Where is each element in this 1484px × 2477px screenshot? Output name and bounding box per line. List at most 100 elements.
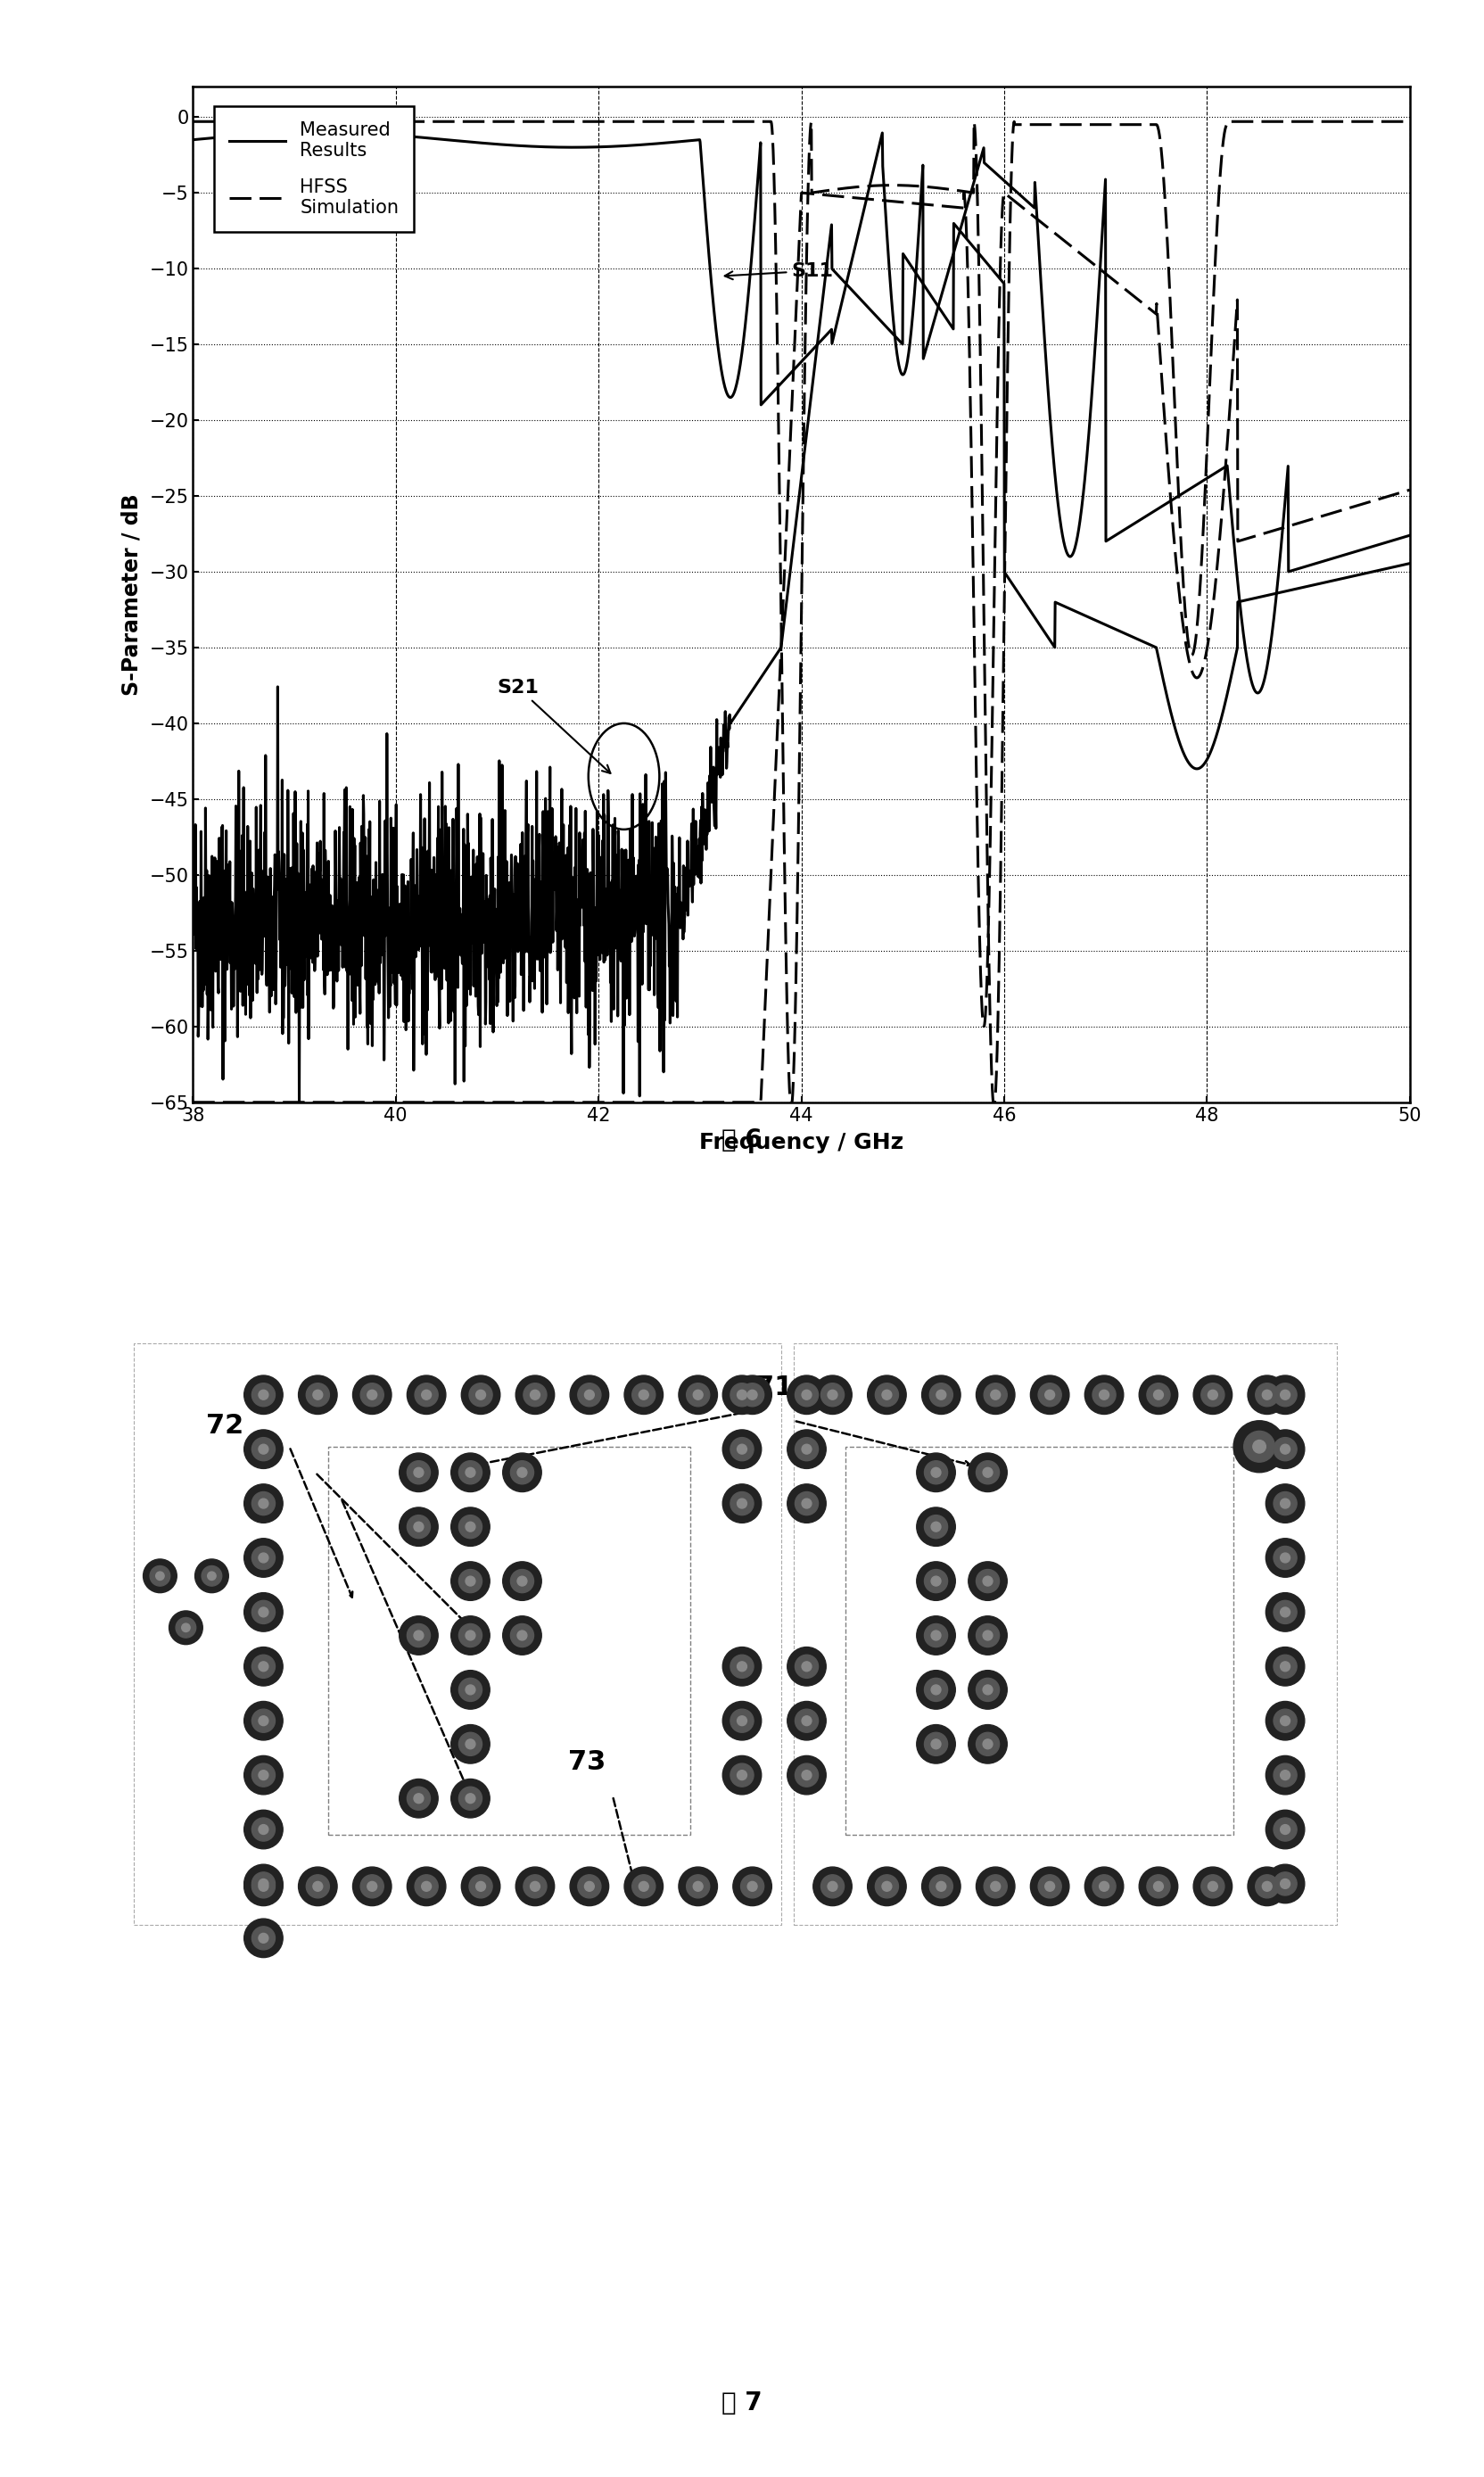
Circle shape xyxy=(741,1875,764,1897)
Circle shape xyxy=(459,1625,482,1647)
Circle shape xyxy=(451,1561,490,1600)
Circle shape xyxy=(738,1717,746,1726)
Circle shape xyxy=(625,1868,663,1905)
Circle shape xyxy=(451,1615,490,1655)
Circle shape xyxy=(577,1875,601,1897)
Circle shape xyxy=(1281,1390,1290,1400)
Circle shape xyxy=(1266,1538,1304,1578)
Circle shape xyxy=(459,1570,482,1593)
Circle shape xyxy=(1045,1883,1055,1892)
Circle shape xyxy=(476,1390,485,1400)
Circle shape xyxy=(459,1731,482,1756)
Circle shape xyxy=(407,1625,430,1647)
Circle shape xyxy=(515,1375,555,1414)
Circle shape xyxy=(1085,1868,1123,1905)
Circle shape xyxy=(243,1538,283,1578)
Circle shape xyxy=(459,1461,482,1484)
Circle shape xyxy=(399,1778,438,1818)
Circle shape xyxy=(982,1575,993,1585)
Circle shape xyxy=(1140,1375,1178,1414)
Circle shape xyxy=(917,1454,956,1491)
Circle shape xyxy=(687,1875,709,1897)
Circle shape xyxy=(1273,1709,1297,1731)
Circle shape xyxy=(788,1702,827,1741)
Circle shape xyxy=(917,1669,956,1709)
Circle shape xyxy=(748,1390,757,1400)
Circle shape xyxy=(1266,1811,1304,1848)
Circle shape xyxy=(925,1731,948,1756)
Circle shape xyxy=(451,1724,490,1764)
Circle shape xyxy=(1147,1382,1169,1407)
Circle shape xyxy=(414,1630,423,1640)
Circle shape xyxy=(367,1883,377,1892)
Circle shape xyxy=(414,1521,423,1531)
Circle shape xyxy=(801,1499,812,1508)
Circle shape xyxy=(1193,1375,1232,1414)
Circle shape xyxy=(922,1375,960,1414)
Circle shape xyxy=(258,1608,269,1617)
Circle shape xyxy=(466,1466,475,1476)
Circle shape xyxy=(252,1818,275,1840)
Circle shape xyxy=(530,1883,540,1892)
Circle shape xyxy=(982,1466,993,1476)
Circle shape xyxy=(801,1771,812,1781)
Circle shape xyxy=(258,1771,269,1781)
Circle shape xyxy=(243,1920,283,1957)
Circle shape xyxy=(258,1444,269,1454)
Circle shape xyxy=(1266,1593,1304,1632)
Circle shape xyxy=(466,1684,475,1694)
Circle shape xyxy=(730,1655,754,1677)
Circle shape xyxy=(1045,1390,1055,1400)
Circle shape xyxy=(1273,1546,1297,1570)
Circle shape xyxy=(1100,1883,1109,1892)
Circle shape xyxy=(585,1390,594,1400)
Circle shape xyxy=(1100,1390,1109,1400)
Circle shape xyxy=(638,1883,649,1892)
Text: 72: 72 xyxy=(206,1412,243,1439)
Circle shape xyxy=(929,1875,953,1897)
Circle shape xyxy=(678,1868,717,1905)
Circle shape xyxy=(976,1677,999,1702)
Circle shape xyxy=(1030,1868,1068,1905)
Circle shape xyxy=(1281,1553,1290,1563)
Circle shape xyxy=(252,1546,275,1570)
Circle shape xyxy=(969,1724,1008,1764)
Circle shape xyxy=(1233,1422,1285,1471)
Circle shape xyxy=(741,1382,764,1407)
Circle shape xyxy=(930,1630,941,1640)
Circle shape xyxy=(1266,1429,1304,1469)
Circle shape xyxy=(407,1516,430,1538)
Circle shape xyxy=(788,1375,827,1414)
Circle shape xyxy=(1273,1764,1297,1786)
Circle shape xyxy=(414,1466,423,1476)
Circle shape xyxy=(353,1375,392,1414)
Circle shape xyxy=(1030,1375,1068,1414)
Circle shape xyxy=(1281,1880,1290,1887)
Circle shape xyxy=(930,1521,941,1531)
Circle shape xyxy=(1248,1868,1287,1905)
Circle shape xyxy=(801,1717,812,1726)
Circle shape xyxy=(1092,1875,1116,1897)
Circle shape xyxy=(503,1615,542,1655)
Circle shape xyxy=(142,1558,177,1593)
Circle shape xyxy=(917,1724,956,1764)
Circle shape xyxy=(738,1662,746,1672)
Circle shape xyxy=(1281,1662,1290,1672)
Circle shape xyxy=(243,1647,283,1687)
Circle shape xyxy=(414,1793,423,1803)
Circle shape xyxy=(466,1630,475,1640)
Circle shape xyxy=(1273,1437,1297,1461)
Circle shape xyxy=(984,1875,1008,1897)
Circle shape xyxy=(738,1499,746,1508)
Circle shape xyxy=(788,1484,827,1523)
Circle shape xyxy=(795,1437,818,1461)
Circle shape xyxy=(1281,1826,1290,1835)
Circle shape xyxy=(991,1883,1000,1892)
Circle shape xyxy=(925,1570,948,1593)
Circle shape xyxy=(466,1793,475,1803)
Circle shape xyxy=(638,1390,649,1400)
Circle shape xyxy=(570,1375,608,1414)
Circle shape xyxy=(169,1610,203,1645)
Circle shape xyxy=(313,1390,322,1400)
Circle shape xyxy=(1153,1390,1163,1400)
